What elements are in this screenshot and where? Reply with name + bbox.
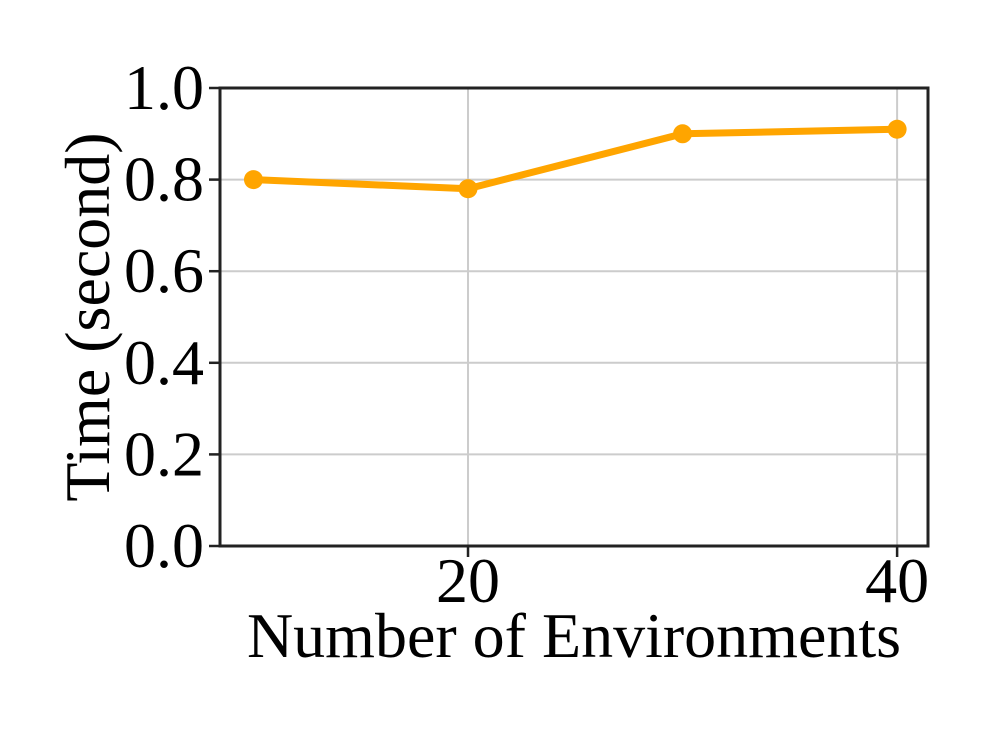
plot-border — [218, 86, 930, 548]
data-line — [249, 125, 901, 193]
data-point — [887, 119, 907, 139]
data-point — [673, 124, 693, 144]
x-axis-label: Number of Environments — [246, 600, 902, 671]
data-point — [458, 179, 478, 199]
y-tick-label: 0.8 — [124, 144, 204, 215]
y-axis-label: Time (second) — [52, 132, 123, 502]
y-tick-label: 0.6 — [124, 235, 204, 306]
data-point — [243, 170, 263, 190]
x-tick-label: 20 — [436, 545, 500, 616]
y-tick-label: 0.2 — [124, 418, 204, 489]
x-tick-label: 40 — [865, 545, 929, 616]
y-tick-label: 0.0 — [124, 510, 204, 581]
y-tick-label: 0.4 — [124, 327, 204, 398]
y-tick-label: 1.0 — [124, 52, 204, 123]
